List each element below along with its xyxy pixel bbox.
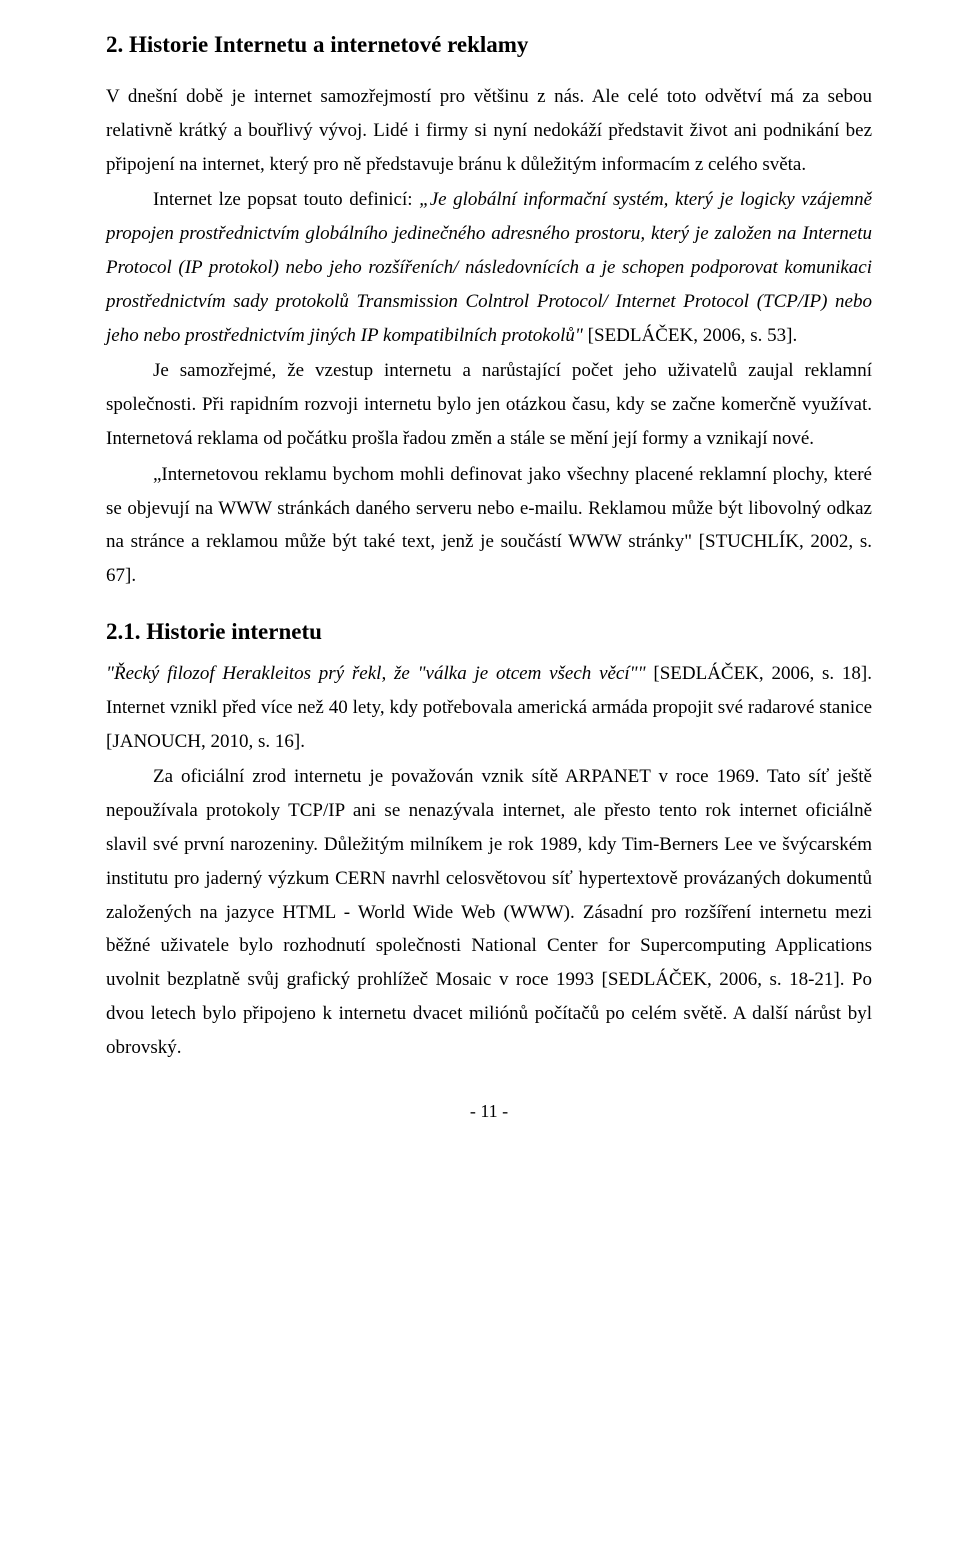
para2-quote: „Je globální informační systém, který je… bbox=[106, 189, 872, 345]
paragraph-2: Internet lze popsat touto definicí: „Je … bbox=[106, 183, 872, 352]
heading-main: 2. Historie Internetu a internetové rekl… bbox=[106, 30, 872, 60]
heading-sub: 2.1. Historie internetu bbox=[106, 617, 872, 647]
paragraph-1: V dnešní době je internet samozřejmostí … bbox=[106, 80, 872, 181]
paragraph-4: „Internetovou reklamu bychom mohli defin… bbox=[106, 458, 872, 593]
paragraph-6: Za oficiální zrod internetu je považován… bbox=[106, 760, 872, 1064]
para5-quote: "Řecký filozof Herakleitos prý řekl, že … bbox=[106, 663, 646, 684]
document-page: 2. Historie Internetu a internetové rekl… bbox=[0, 0, 960, 1162]
paragraph-3: Je samozřejmé, že vzestup internetu a na… bbox=[106, 354, 872, 455]
paragraph-5: "Řecký filozof Herakleitos prý řekl, že … bbox=[106, 657, 872, 758]
para2-lead: Internet lze popsat touto definicí: bbox=[153, 189, 419, 210]
page-number: - 11 - bbox=[106, 1101, 872, 1122]
para2-tail: [SEDLÁČEK, 2006, s. 53]. bbox=[583, 325, 797, 346]
